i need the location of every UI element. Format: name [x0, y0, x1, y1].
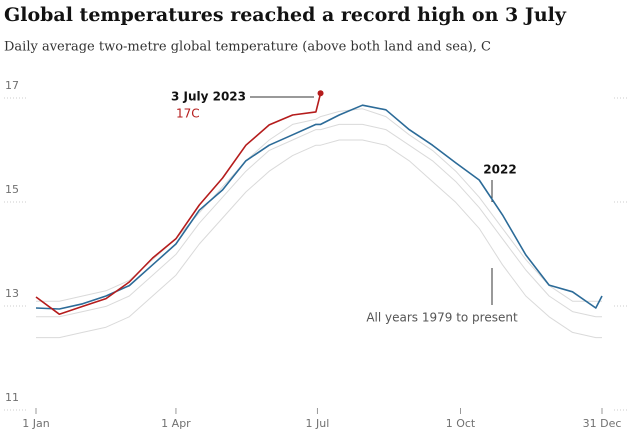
series-line — [36, 108, 602, 302]
x-tick-label: 1 Jan — [22, 417, 49, 430]
y-tick-label: 17 — [5, 79, 19, 92]
series-line — [35, 93, 322, 315]
x-tick-label: 1 Apr — [161, 417, 191, 430]
endpoint-dot — [317, 90, 324, 97]
x-tick-label: 1 Jul — [306, 417, 330, 430]
chart-subtitle: Daily average two-metre global temperatu… — [4, 40, 491, 55]
x-tick-label: 1 Oct — [446, 417, 476, 430]
chart-title: Global temperatures reached a record hig… — [4, 4, 567, 26]
annotation: 17C — [176, 107, 200, 121]
y-tick-label: 13 — [5, 287, 19, 300]
series-line — [36, 123, 602, 318]
annotation: 2022 — [483, 163, 516, 177]
x-tick-label: 31 Dec — [583, 417, 622, 430]
annotation: 3 July 2023 — [171, 90, 246, 104]
series-line — [36, 139, 602, 339]
y-tick-label: 15 — [5, 183, 19, 196]
series-line — [35, 104, 603, 310]
y-tick-label: 11 — [5, 391, 19, 404]
annotation: All years 1979 to present — [366, 311, 518, 325]
